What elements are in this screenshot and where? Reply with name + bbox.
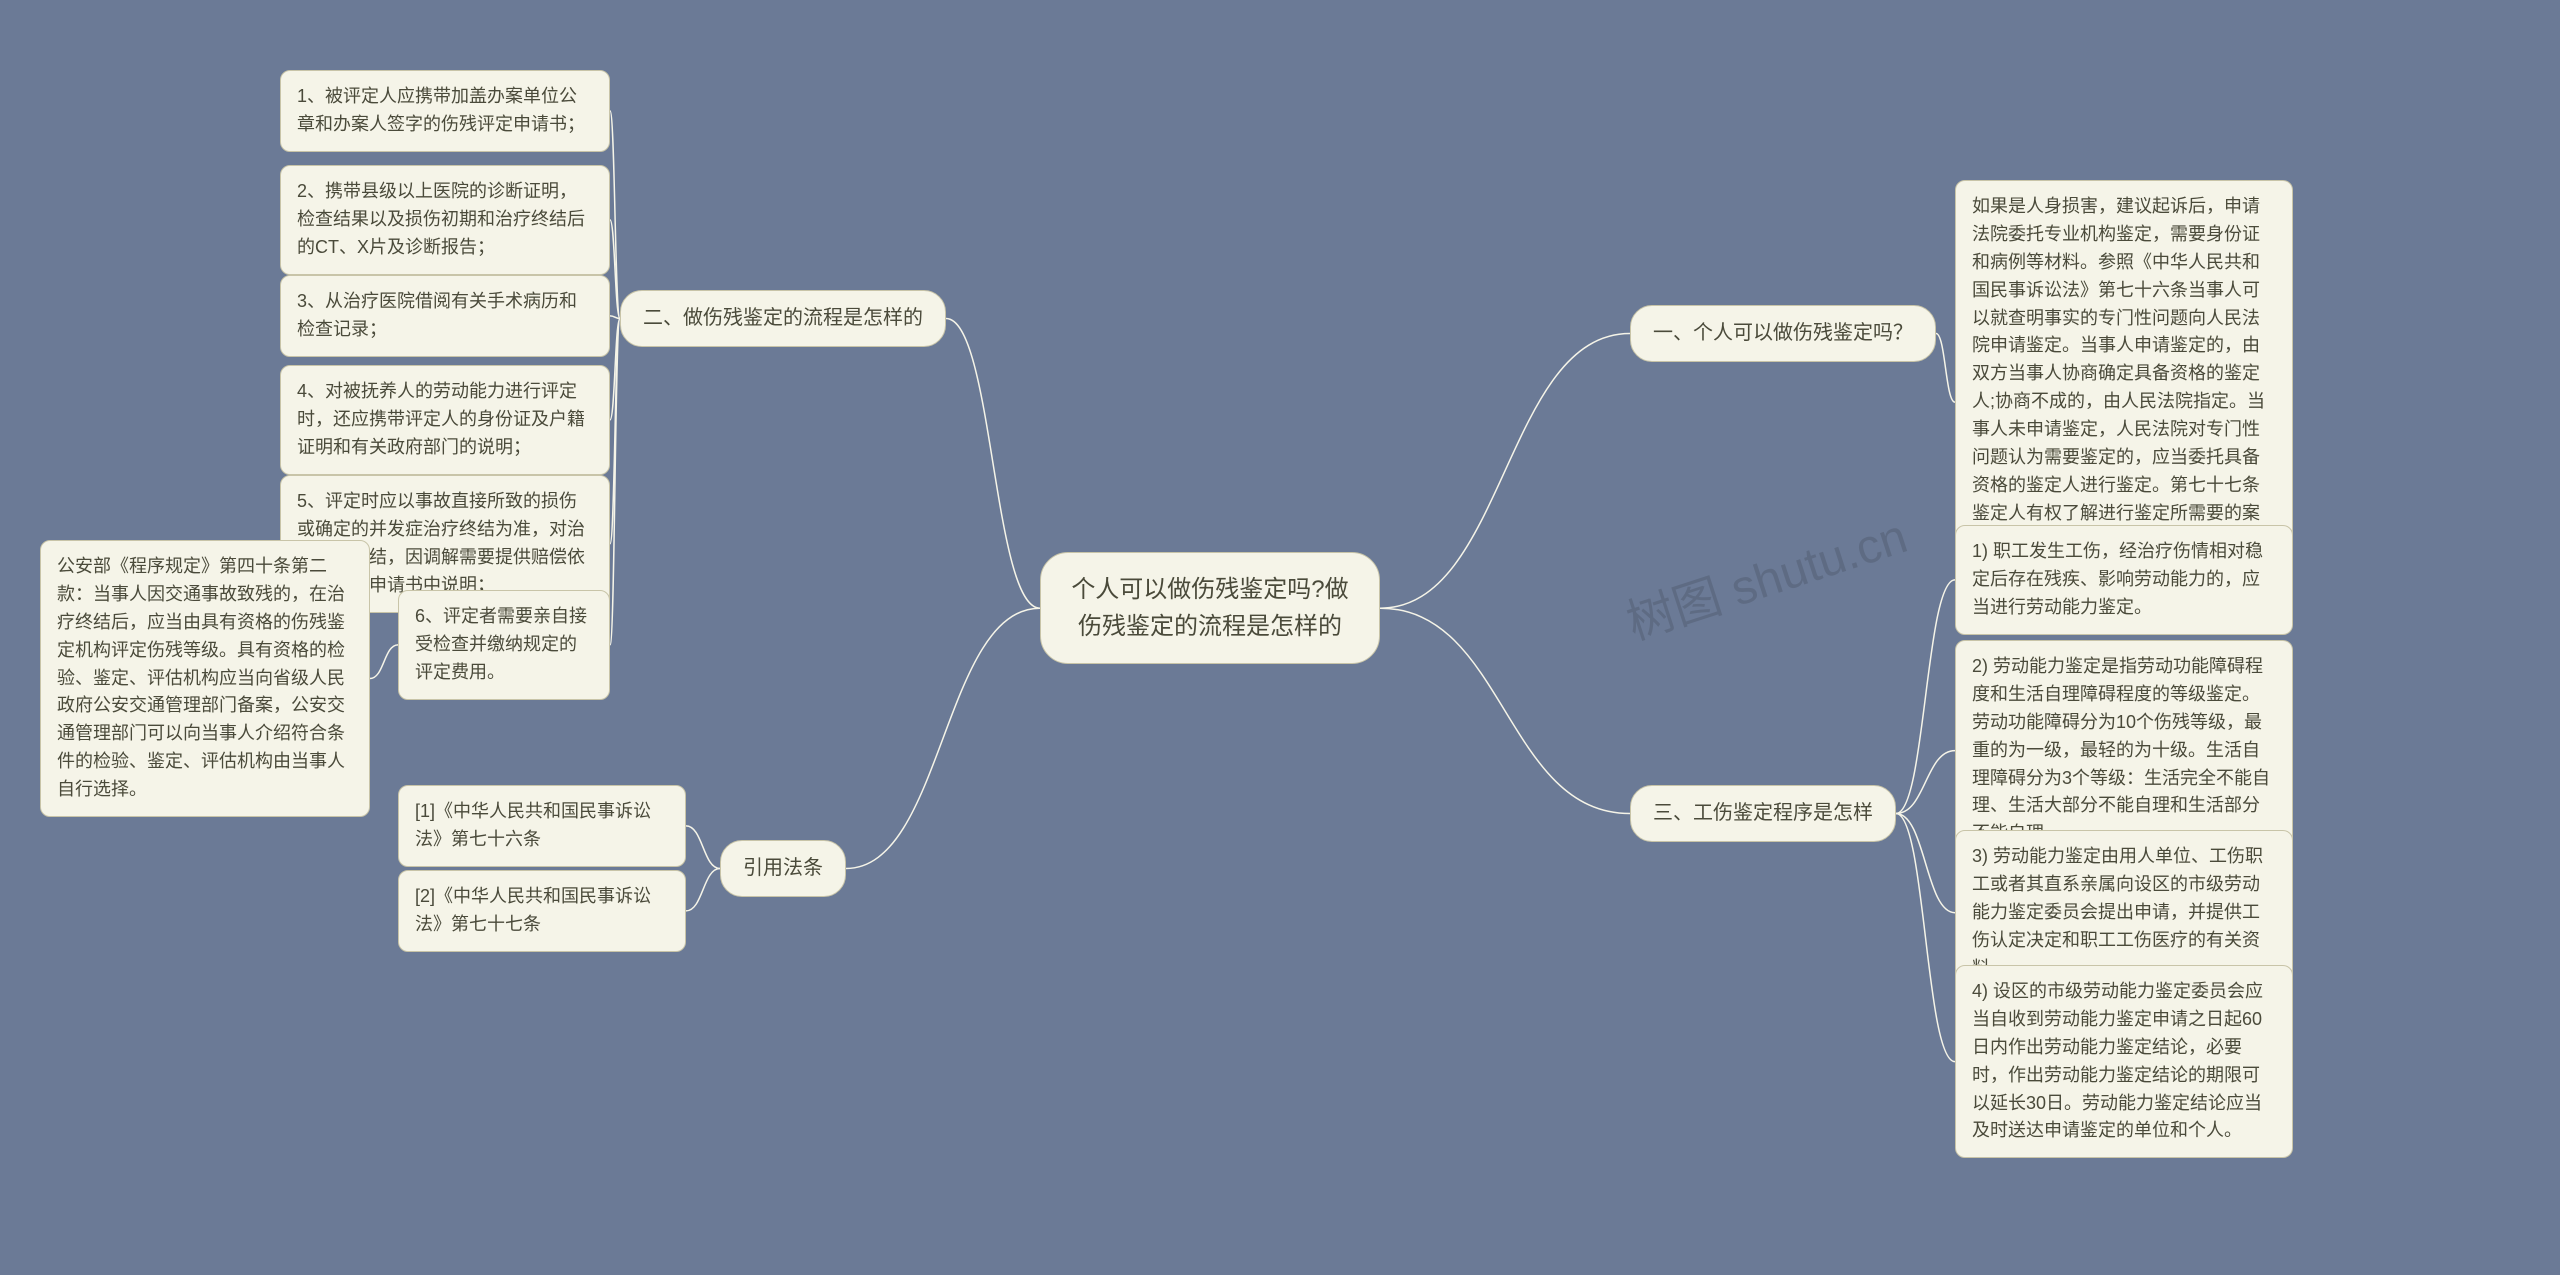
leaf-l1-1: [2]《中华人民共和国民事诉讼法》第七十七条 xyxy=(398,870,686,952)
leaf-r1-1: 2) 劳动能力鉴定是指劳动功能障碍程度和生活自理障碍程度的等级鉴定。劳动功能障碍… xyxy=(1955,640,2293,861)
branch-right-0: 一、个人可以做伤残鉴定吗？ xyxy=(1630,305,1936,362)
leaf-r1-3: 4) 设区的市级劳动能力鉴定委员会应当自收到劳动能力鉴定申请之日起60日内作出劳… xyxy=(1955,965,2293,1158)
leaf-l0-2: 3、从治疗医院借阅有关手术病历和检查记录； xyxy=(280,275,610,357)
leaf-l0-1: 2、携带县级以上医院的诊断证明，检查结果以及损伤初期和治疗终结后的CT、X片及诊… xyxy=(280,165,610,275)
leaf-l0-5-sub: 公安部《程序规定》第四十条第二款：当事人因交通事故致残的，在治疗终结后，应当由具… xyxy=(40,540,370,817)
branch-right-1: 三、工伤鉴定程序是怎样 xyxy=(1630,785,1896,842)
leaf-l1-0: [1]《中华人民共和国民事诉讼法》第七十六条 xyxy=(398,785,686,867)
leaf-l0-5: 6、评定者需要亲自接受检查并缴纳规定的评定费用。 xyxy=(398,590,610,700)
leaf-l0-0: 1、被评定人应携带加盖办案单位公章和办案人签字的伤残评定申请书； xyxy=(280,70,610,152)
leaf-l0-3: 4、对被抚养人的劳动能力进行评定时，还应携带评定人的身份证及户籍证明和有关政府部… xyxy=(280,365,610,475)
leaf-r1-0: 1) 职工发生工伤，经治疗伤情相对稳定后存在残疾、影响劳动能力的，应当进行劳动能… xyxy=(1955,525,2293,635)
watermark-2: 树图 shutu.cn xyxy=(1616,497,1914,653)
branch-left-0: 二、做伤残鉴定的流程是怎样的 xyxy=(620,290,946,347)
center-node: 个人可以做伤残鉴定吗?做伤残鉴定的流程是怎样的 xyxy=(1040,552,1380,664)
branch-left-1: 引用法条 xyxy=(720,840,846,897)
